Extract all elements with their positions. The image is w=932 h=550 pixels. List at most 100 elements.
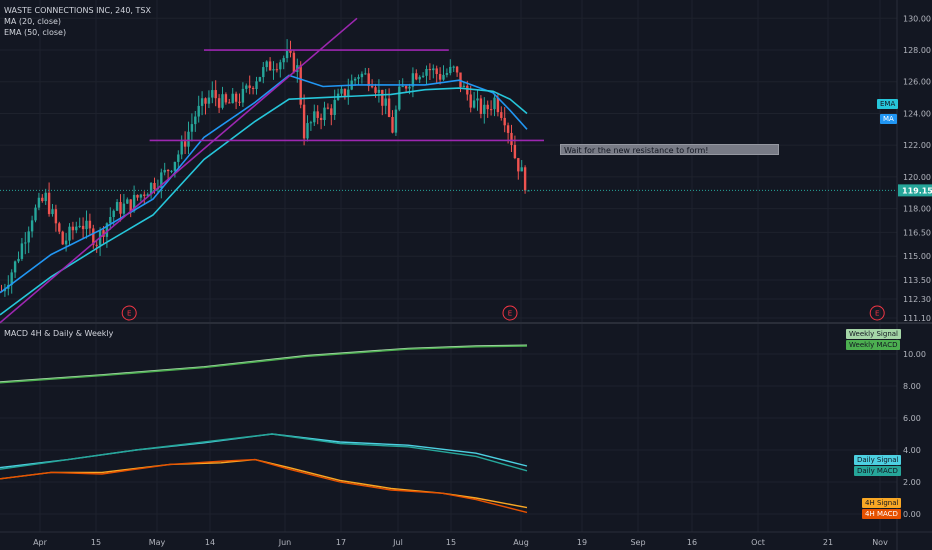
4h-macd-line — [0, 458, 528, 514]
candle-body — [228, 102, 231, 104]
candle-body — [10, 272, 13, 285]
price-axis-label: 124.00 — [903, 109, 931, 118]
candle-body — [279, 62, 282, 70]
price-axis-label: 130.00 — [903, 14, 931, 23]
earnings-marker-label: E — [875, 310, 879, 318]
candle-body — [217, 98, 221, 108]
candle-body — [146, 194, 149, 196]
candle-body — [415, 73, 418, 80]
candle-body — [408, 86, 411, 89]
macd-axis-label: 8.00 — [903, 382, 921, 391]
time-axis-label: Aug — [513, 538, 529, 547]
candle-body — [173, 161, 177, 171]
ma-axis-badge: MA — [880, 114, 897, 124]
candle-body — [255, 81, 258, 89]
earnings-marker-label: E — [508, 310, 512, 318]
4h-signal-badge: 4H Signal — [862, 498, 902, 508]
candle-body — [486, 104, 489, 110]
candle-body — [17, 258, 20, 262]
candle-body — [211, 90, 214, 98]
candle-body — [51, 209, 54, 215]
candle-body — [452, 66, 455, 68]
candle-body — [377, 89, 381, 93]
ema-line — [0, 87, 528, 316]
candle-body — [221, 94, 224, 108]
candle-body — [136, 194, 139, 198]
price-axis-label: 122.00 — [903, 141, 931, 150]
candle-body — [24, 242, 27, 244]
time-axis-label: Oct — [751, 538, 765, 547]
candle-body — [88, 220, 92, 229]
candle-body — [330, 108, 333, 115]
candle-body — [115, 202, 119, 211]
candle-body — [340, 88, 343, 94]
time-axis-label: Nov — [872, 538, 888, 547]
macd-axis-label: 0.00 — [903, 510, 921, 519]
candle-body — [44, 192, 47, 202]
candle-body — [41, 197, 44, 202]
macd-axis-label: 6.00 — [903, 414, 921, 423]
candle-body — [139, 194, 143, 198]
candle-body — [187, 131, 190, 147]
candle-body — [149, 182, 153, 195]
weekly-signal-line — [0, 344, 528, 383]
candle-body — [282, 58, 285, 63]
candle-body — [479, 98, 483, 114]
candle-body — [523, 167, 527, 191]
earnings-marker — [869, 305, 885, 321]
candle-body — [347, 89, 350, 96]
time-axis-label: 19 — [577, 538, 587, 547]
symbol-title: WASTE CONNECTIONS INC, 240, TSX — [4, 6, 151, 15]
candle-body — [238, 101, 241, 103]
candle-body — [37, 197, 41, 208]
candle-body — [489, 109, 493, 111]
candle-body — [302, 104, 306, 139]
candle-body — [306, 123, 309, 139]
candle-body — [421, 75, 425, 77]
candle-body — [438, 74, 442, 80]
candle-body — [183, 141, 187, 147]
candle-body — [353, 78, 357, 81]
candle-body — [391, 116, 394, 133]
candle-body — [500, 112, 503, 118]
candle-body — [204, 98, 207, 104]
price-axis-label: 113.50 — [903, 276, 931, 285]
candle-body — [401, 86, 404, 88]
candle-body — [510, 132, 513, 145]
candle-body — [370, 86, 374, 88]
candle-body — [374, 87, 377, 93]
candle-body — [469, 94, 472, 108]
candle-body — [466, 85, 469, 95]
candle-body — [81, 225, 85, 230]
candle-body — [503, 117, 506, 126]
macd-axis-label: 2.00 — [903, 478, 921, 487]
candle-body — [326, 107, 330, 109]
candle-body — [58, 223, 61, 232]
candle-body — [517, 158, 520, 172]
candle-body — [166, 169, 170, 172]
candle-body — [245, 85, 248, 89]
candle-body — [190, 124, 194, 132]
candle-body — [418, 76, 421, 80]
candle-body — [163, 169, 166, 173]
earnings-marker-label: E — [127, 310, 131, 318]
candle-body — [95, 244, 98, 246]
candle-body — [309, 122, 313, 124]
candle-body — [455, 66, 459, 73]
candle-body — [153, 182, 156, 190]
candle-body — [442, 74, 445, 80]
candle-body — [105, 223, 109, 237]
candle-body — [75, 226, 78, 231]
time-axis-label: Sep — [630, 538, 645, 547]
candle-body — [200, 98, 204, 106]
candle-body — [194, 116, 197, 125]
time-axis-label: 15 — [446, 538, 456, 547]
annotation-note[interactable]: Wait for the new resistance to form! — [560, 144, 779, 155]
weekly-signal-badge: Weekly Signal — [846, 329, 901, 339]
candle-body — [285, 49, 289, 59]
candle-body — [177, 154, 180, 162]
candle-body — [20, 243, 24, 259]
time-axis-label: May — [149, 538, 166, 547]
price-axis-label: 118.00 — [903, 205, 931, 214]
